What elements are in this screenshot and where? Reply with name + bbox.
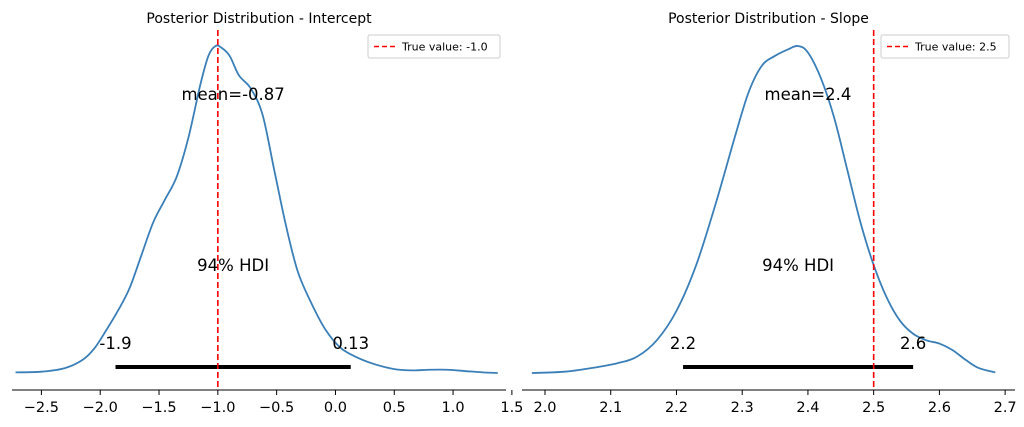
x-tick-label: 2.1 [599, 400, 622, 416]
x-tick-label: −0.5 [259, 400, 294, 416]
x-tick-label: 1.0 [442, 400, 465, 416]
x-tick-label: −1.0 [200, 400, 235, 416]
x-tick-label: −2.5 [24, 400, 59, 416]
density-curve [531, 45, 996, 374]
panel-slope: Posterior Distribution - Slope 2.0 2.1 2.2 2… [522, 11, 1017, 416]
chart-title: Posterior Distribution - Slope [668, 11, 869, 27]
x-tick-label: −1.5 [141, 400, 176, 416]
panel-intercept: Posterior Distribution - Intercept −2.5 −2… [12, 11, 523, 416]
legend-box [367, 34, 501, 59]
density-curve [15, 44, 498, 374]
x-tick-label: 1.5 [500, 400, 523, 416]
mean-label: mean=-0.87 [181, 85, 284, 104]
x-tick-label: 0.0 [324, 400, 347, 416]
hdi-low-label: -1.9 [99, 334, 131, 353]
legend-box [880, 34, 1010, 59]
legend-label: True value: -1.0 [401, 41, 488, 54]
chart-title: Posterior Distribution - Intercept [146, 11, 372, 27]
x-tick-label: 0.5 [383, 400, 406, 416]
x-tick-label: 2.3 [731, 400, 754, 416]
hdi-high-label: 0.13 [332, 334, 369, 353]
x-tick-label: 2.2 [665, 400, 688, 416]
hdi-label: 94% HDI [762, 256, 834, 275]
x-tick-label: 2.5 [862, 400, 885, 416]
legend-label: True value: 2.5 [914, 41, 997, 54]
x-tick-label: −2.0 [83, 400, 118, 416]
hdi-high-label: 2.6 [900, 334, 926, 353]
x-tick-label: 2.0 [533, 400, 556, 416]
x-tick-label: 2.7 [994, 400, 1017, 416]
x-tick-label: 2.4 [796, 400, 819, 416]
x-tick-label: 2.6 [928, 400, 951, 416]
hdi-low-label: 2.2 [670, 334, 696, 353]
mean-label: mean=2.4 [765, 85, 852, 104]
hdi-label: 94% HDI [197, 256, 269, 275]
